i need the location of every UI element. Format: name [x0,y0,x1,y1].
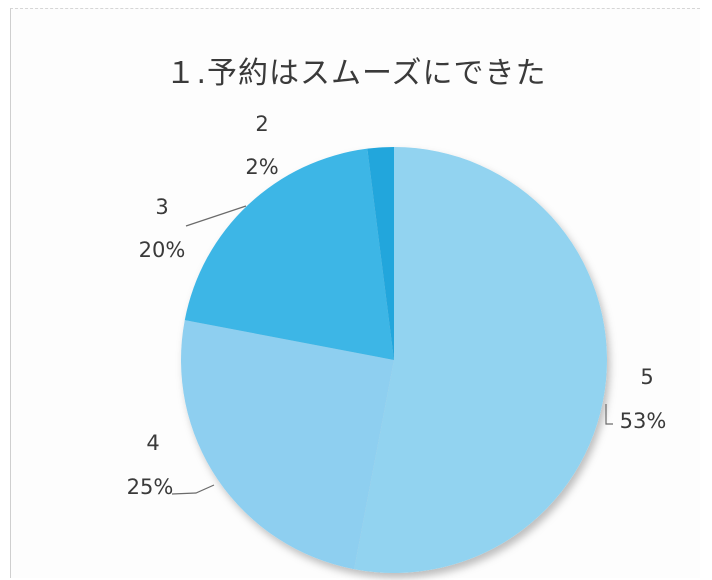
label-name-4: 4 [146,431,159,455]
chart-title: １.予約はスムーズにできた [165,56,547,91]
pie-slice-3 [184,148,394,360]
label-pct-5: 53% [620,409,667,433]
label-name-3: 3 [155,195,168,219]
label-pct-3: 20% [139,238,186,262]
label-pct-2: 2% [245,155,278,179]
pie-slice-5 [354,147,607,574]
leader-line-3 [185,205,247,227]
pie-slices [180,147,607,574]
pie-slice-2 [367,147,394,360]
label-name-2: 2 [255,112,268,136]
leader-lines [171,205,613,495]
label-name-5: 5 [640,365,653,389]
leader-line-5 [605,404,613,425]
leader-line-4 [171,484,215,495]
label-pct-4: 25% [127,475,174,499]
pie-slice-4 [180,320,394,570]
